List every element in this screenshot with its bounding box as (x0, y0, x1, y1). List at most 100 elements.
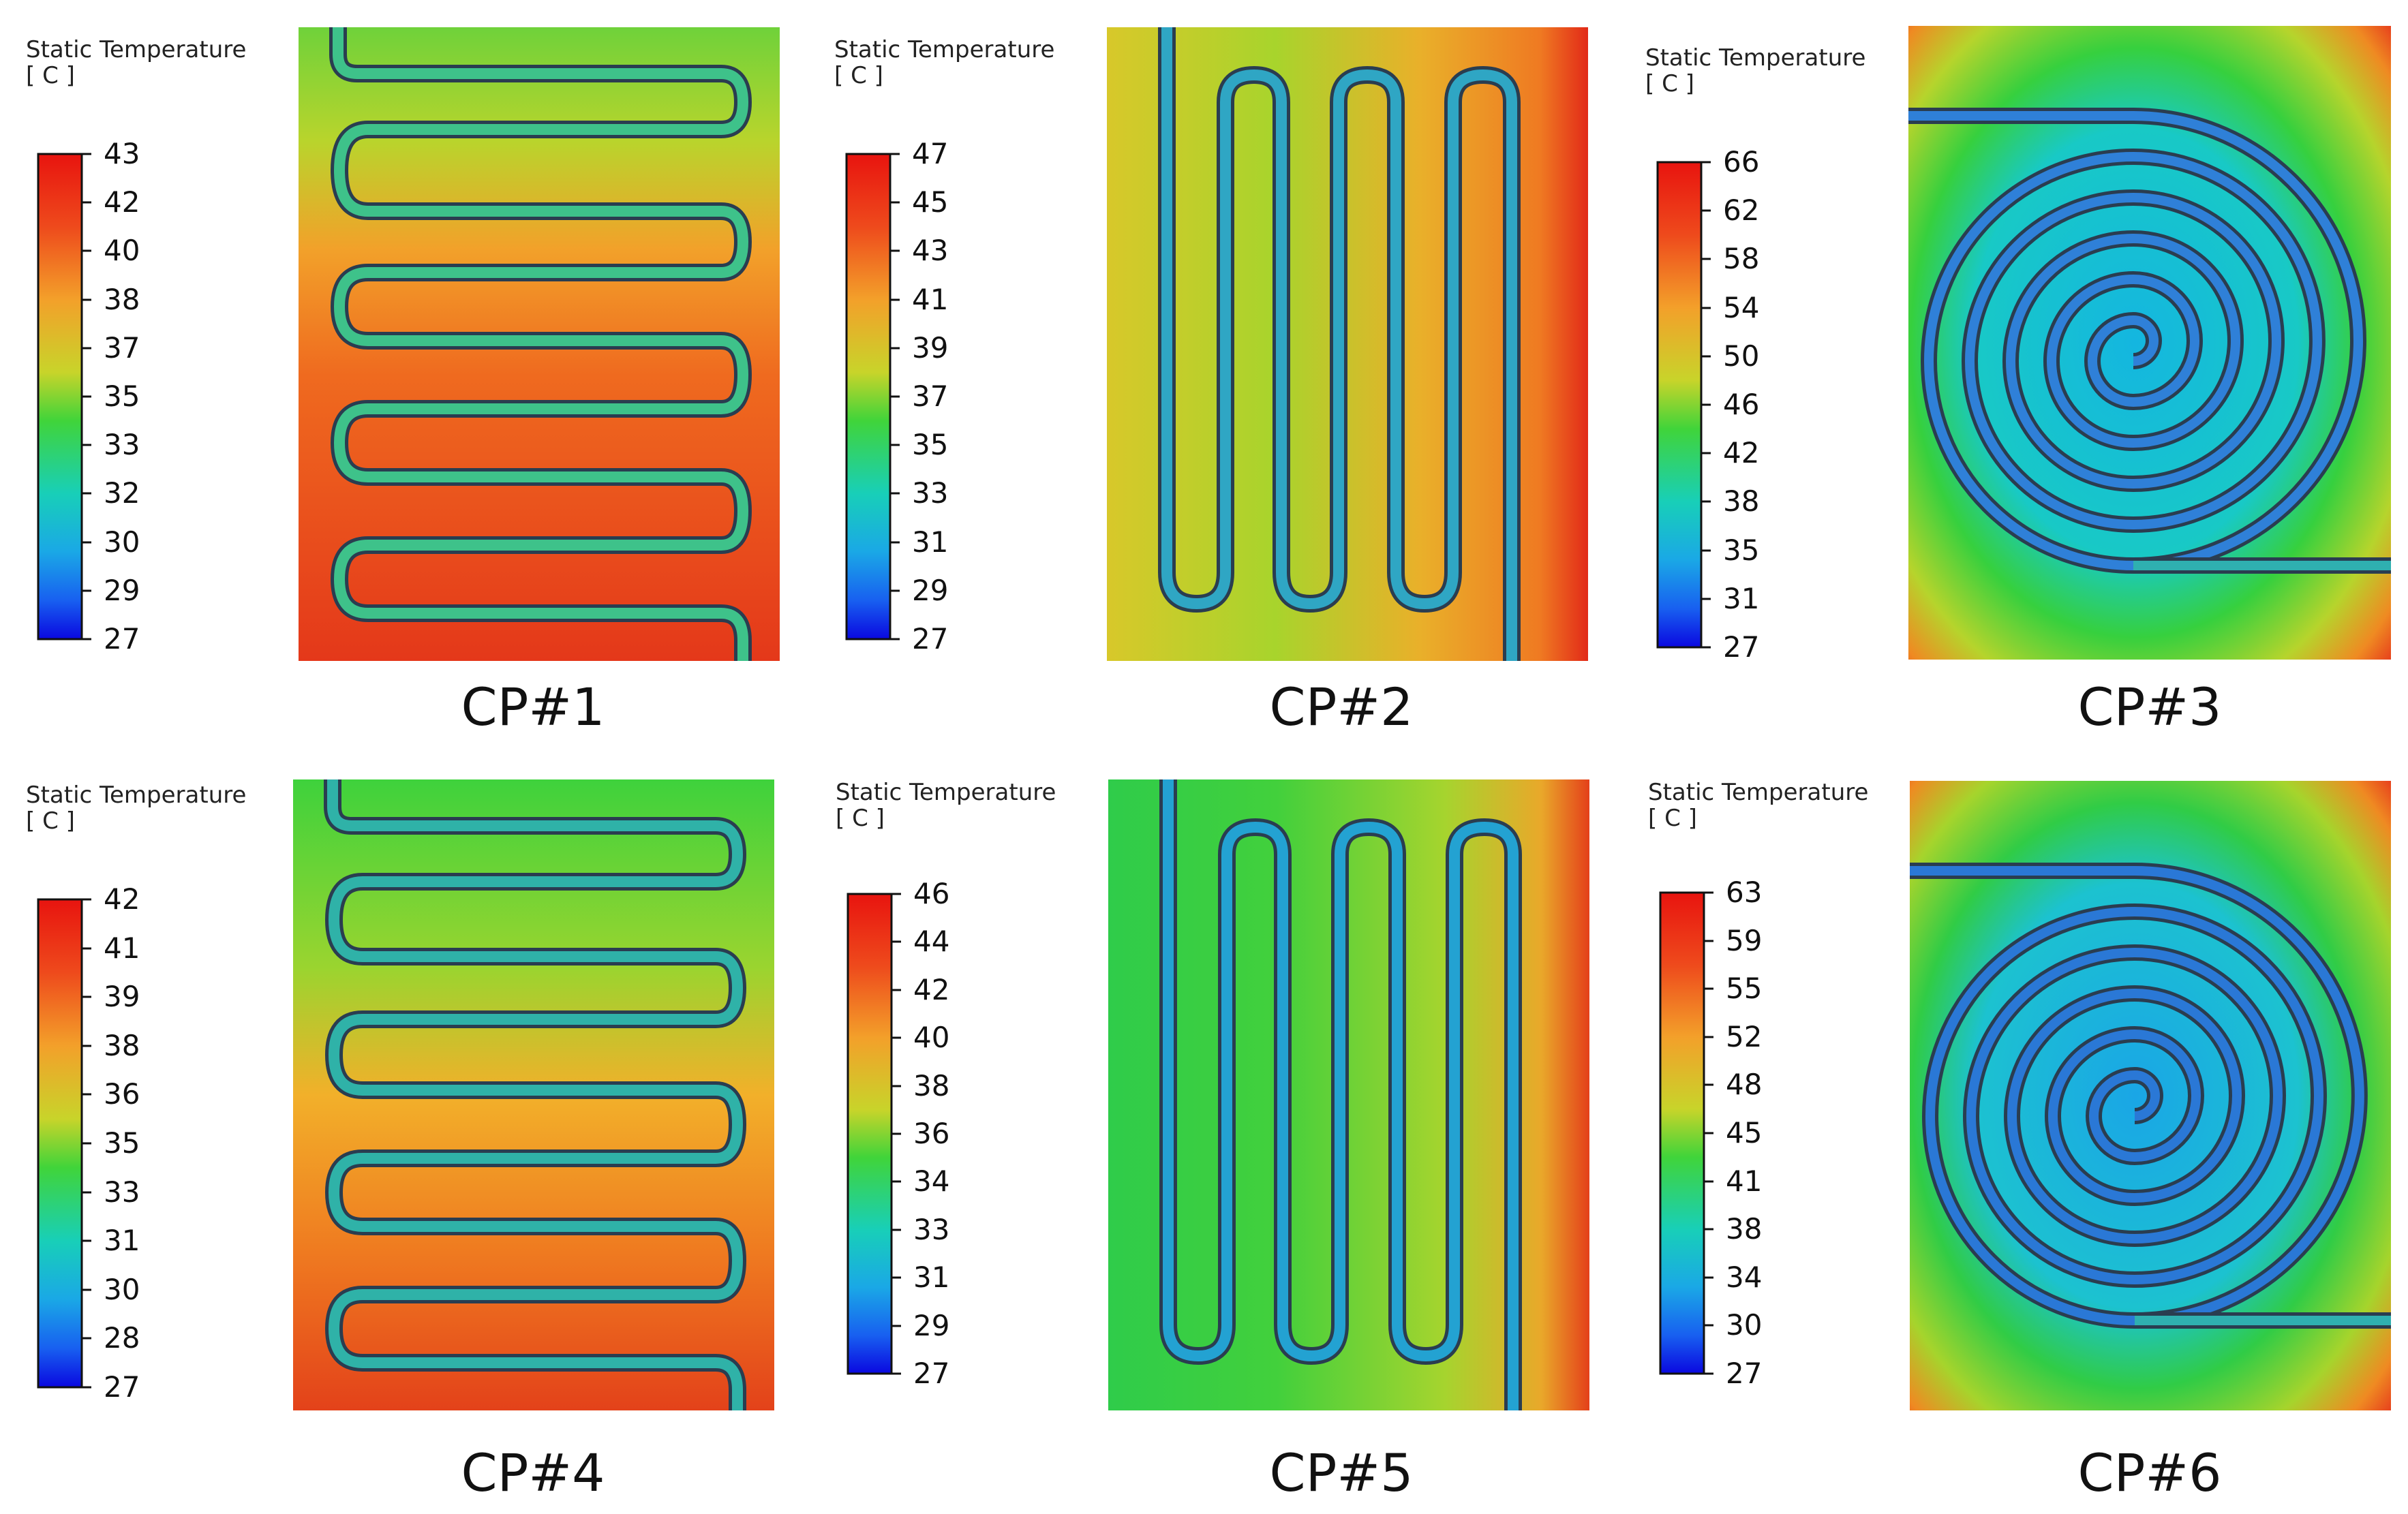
panel-label: CP#3 (2078, 677, 2222, 737)
panel-label: CP#1 (461, 677, 605, 737)
contour-plot-cp5 (1108, 779, 1589, 1410)
color-bar (37, 898, 83, 1389)
tick-label: 30 (104, 525, 140, 559)
legend-title: Static Temperature (834, 36, 1054, 63)
tick-marks (1704, 891, 1713, 1375)
tick-label: 35 (104, 380, 140, 413)
tick-label: 33 (912, 476, 948, 510)
tick-label: 52 (1726, 1020, 1762, 1053)
tick-label: 29 (912, 574, 948, 607)
tick-label: 50 (1723, 339, 1759, 373)
legend-unit: [ C ] (836, 805, 885, 832)
tick-label: 45 (912, 185, 948, 219)
tick-label: 37 (912, 380, 948, 413)
legend-unit: [ C ] (26, 62, 75, 89)
tick-label: 37 (104, 331, 140, 365)
tick-label: 42 (913, 973, 949, 1006)
tick-label: 28 (104, 1321, 140, 1355)
legend-title: Static Temperature (1648, 779, 1868, 806)
contour-plot-cp1 (299, 27, 780, 661)
contour-plot-cp6 (1910, 781, 2391, 1410)
tick-label: 36 (104, 1077, 140, 1111)
tick-label: 46 (1723, 388, 1759, 421)
contour-plot-cp4 (293, 779, 774, 1410)
tick-label: 33 (104, 428, 140, 461)
tick-label: 36 (913, 1117, 949, 1150)
panel-cp4: Static Temperature [ C ] 42 41 39 38 36 … (26, 779, 774, 1503)
legend-unit: [ C ] (26, 807, 75, 835)
tick-label: 27 (913, 1357, 949, 1390)
legend-title: Static Temperature (26, 782, 246, 809)
tick-labels: 42 41 39 38 36 35 33 31 30 28 27 (104, 882, 140, 1404)
tick-label: 27 (1726, 1357, 1762, 1390)
tick-label: 31 (104, 1224, 140, 1257)
tick-label: 47 (912, 137, 948, 170)
tick-label: 39 (912, 331, 948, 365)
tick-label: 66 (1723, 145, 1759, 179)
legend-cp5: Static Temperature [ C ] 46 44 42 40 38 … (836, 779, 1056, 1390)
legend-cp4: Static Temperature [ C ] 42 41 39 38 36 … (26, 782, 246, 1404)
tick-label: 38 (1723, 484, 1759, 518)
tick-label: 31 (913, 1261, 949, 1294)
tick-label: 31 (912, 525, 948, 559)
tick-label: 35 (104, 1126, 140, 1160)
color-bar (1656, 161, 1703, 649)
legend-cp3: Static Temperature [ C ] 66 62 58 54 50 … (1645, 44, 1865, 664)
tick-label: 42 (104, 185, 140, 219)
tick-label: 41 (104, 931, 140, 965)
tick-marks (890, 153, 900, 640)
tick-label: 35 (1723, 534, 1759, 567)
tick-labels: 47 45 43 41 39 37 35 33 31 29 27 (912, 137, 948, 655)
legend-title: Static Temperature (836, 779, 1056, 806)
tick-label: 46 (913, 877, 949, 910)
legend-cp6: Static Temperature [ C ] 63 59 55 52 48 … (1648, 779, 1868, 1390)
tick-label: 27 (104, 622, 140, 655)
legend-cp1: Static Temperature [ C ] 43 42 40 38 37 … (26, 36, 246, 655)
tick-label: 43 (104, 137, 140, 170)
tick-label: 42 (104, 882, 140, 916)
tick-label: 31 (1723, 582, 1759, 615)
tick-label: 48 (1726, 1068, 1762, 1101)
tick-label: 34 (1726, 1261, 1762, 1294)
tick-label: 29 (913, 1309, 949, 1342)
tick-label: 54 (1723, 291, 1759, 324)
tick-label: 38 (104, 1029, 140, 1062)
panel-cp3: Static Temperature [ C ] 66 62 58 54 50 … (1645, 26, 2391, 737)
tick-marks (1701, 161, 1711, 649)
tick-labels: 43 42 40 38 37 35 33 32 30 29 27 (104, 137, 140, 655)
panel-label: CP#4 (461, 1442, 605, 1503)
tick-label: 40 (104, 234, 140, 267)
legend-title: Static Temperature (1645, 44, 1865, 72)
tick-marks (82, 898, 91, 1389)
tick-labels: 63 59 55 52 48 45 41 38 34 30 27 (1726, 876, 1762, 1390)
cooling-channel-fluid (1908, 111, 2363, 571)
legend-title: Static Temperature (26, 36, 246, 63)
color-bar (845, 153, 891, 640)
tick-labels: 46 44 42 40 38 36 34 33 31 29 27 (913, 877, 949, 1390)
tick-label: 39 (104, 980, 140, 1013)
tick-label: 34 (913, 1164, 949, 1198)
legend-unit: [ C ] (1648, 805, 1697, 832)
tick-label: 45 (1726, 1116, 1762, 1149)
tick-label: 58 (1723, 242, 1759, 275)
legend-unit: [ C ] (834, 62, 883, 89)
tick-label: 27 (1723, 630, 1759, 664)
tick-label: 41 (912, 283, 948, 316)
tick-label: 38 (104, 283, 140, 316)
cooling-channel-fluid (333, 27, 748, 661)
tick-label: 38 (1726, 1212, 1762, 1246)
cooling-channel-fluid (1910, 866, 2364, 1326)
legend-cp2: Static Temperature [ C ] 47 45 43 41 39 … (834, 36, 1054, 655)
panel-cp1: Static Temperature [ C ] 43 42 40 38 37 … (26, 27, 780, 737)
tick-label: 35 (912, 428, 948, 461)
tick-label: 33 (104, 1175, 140, 1209)
cooling-channel-fluid (1163, 779, 1519, 1410)
tick-label: 43 (912, 234, 948, 267)
panel-cp6: Static Temperature [ C ] 63 59 55 52 48 … (1648, 779, 2391, 1503)
contour-plot-cp2 (1107, 27, 1588, 661)
panel-label: CP#2 (1270, 677, 1414, 737)
tick-label: 30 (104, 1273, 140, 1306)
tick-label: 27 (912, 622, 948, 655)
color-bar (1659, 891, 1705, 1375)
tick-label: 42 (1723, 436, 1759, 469)
